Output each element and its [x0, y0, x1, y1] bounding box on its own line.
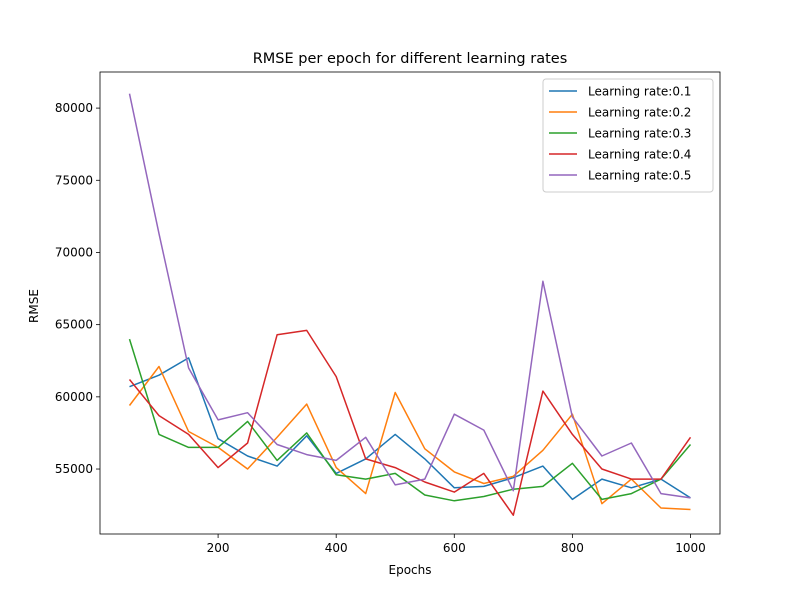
x-tick-label: 200 — [207, 541, 230, 555]
legend-item: Learning rate:0.3 — [549, 127, 691, 141]
series-line-2 — [128, 365, 691, 511]
legend-box — [542, 78, 714, 193]
series-line-5 — [128, 93, 691, 499]
y-tick-label: 75000 — [55, 173, 93, 187]
y-tick-label: 70000 — [55, 245, 93, 259]
legend-item: Learning rate:0.1 — [549, 85, 691, 99]
x-tick-label: 400 — [325, 541, 348, 555]
x-tick-label: 800 — [561, 541, 584, 555]
axes-frame — [99, 71, 721, 535]
y-axis-label: RMSE — [27, 289, 41, 323]
legend-item: Learning rate:0.5 — [549, 169, 691, 183]
y-tick-label: 65000 — [55, 318, 93, 332]
legend-item: Learning rate:0.2 — [549, 106, 691, 120]
legend-label: Learning rate:0.3 — [588, 127, 691, 141]
y-tick-label: 80000 — [55, 101, 93, 115]
legend-label: Learning rate:0.1 — [588, 85, 691, 99]
series-line-4 — [128, 329, 692, 516]
legend-label: Learning rate:0.4 — [588, 148, 691, 162]
series-line-1 — [129, 357, 691, 501]
chart-title: RMSE per epoch for different learning ra… — [253, 51, 568, 67]
legend: Learning rate:0.1 Learning rate:0.2 Learni… — [542, 78, 714, 193]
legend-item: Learning rate:0.4 — [549, 148, 691, 162]
x-tick-label: 600 — [443, 541, 466, 555]
x-tick-label: 1000 — [675, 541, 706, 555]
series-line-3 — [128, 338, 692, 502]
plot-area: 200 400 600 800 1000 55000 60000 65000 70000 7500… — [55, 71, 721, 555]
legend-label: Learning rate:0.5 — [588, 169, 691, 183]
y-tick-label: 60000 — [55, 390, 93, 404]
x-axis-label: Epochs — [389, 563, 432, 577]
y-tick-label: 55000 — [55, 462, 93, 476]
legend-label: Learning rate:0.2 — [588, 106, 691, 120]
